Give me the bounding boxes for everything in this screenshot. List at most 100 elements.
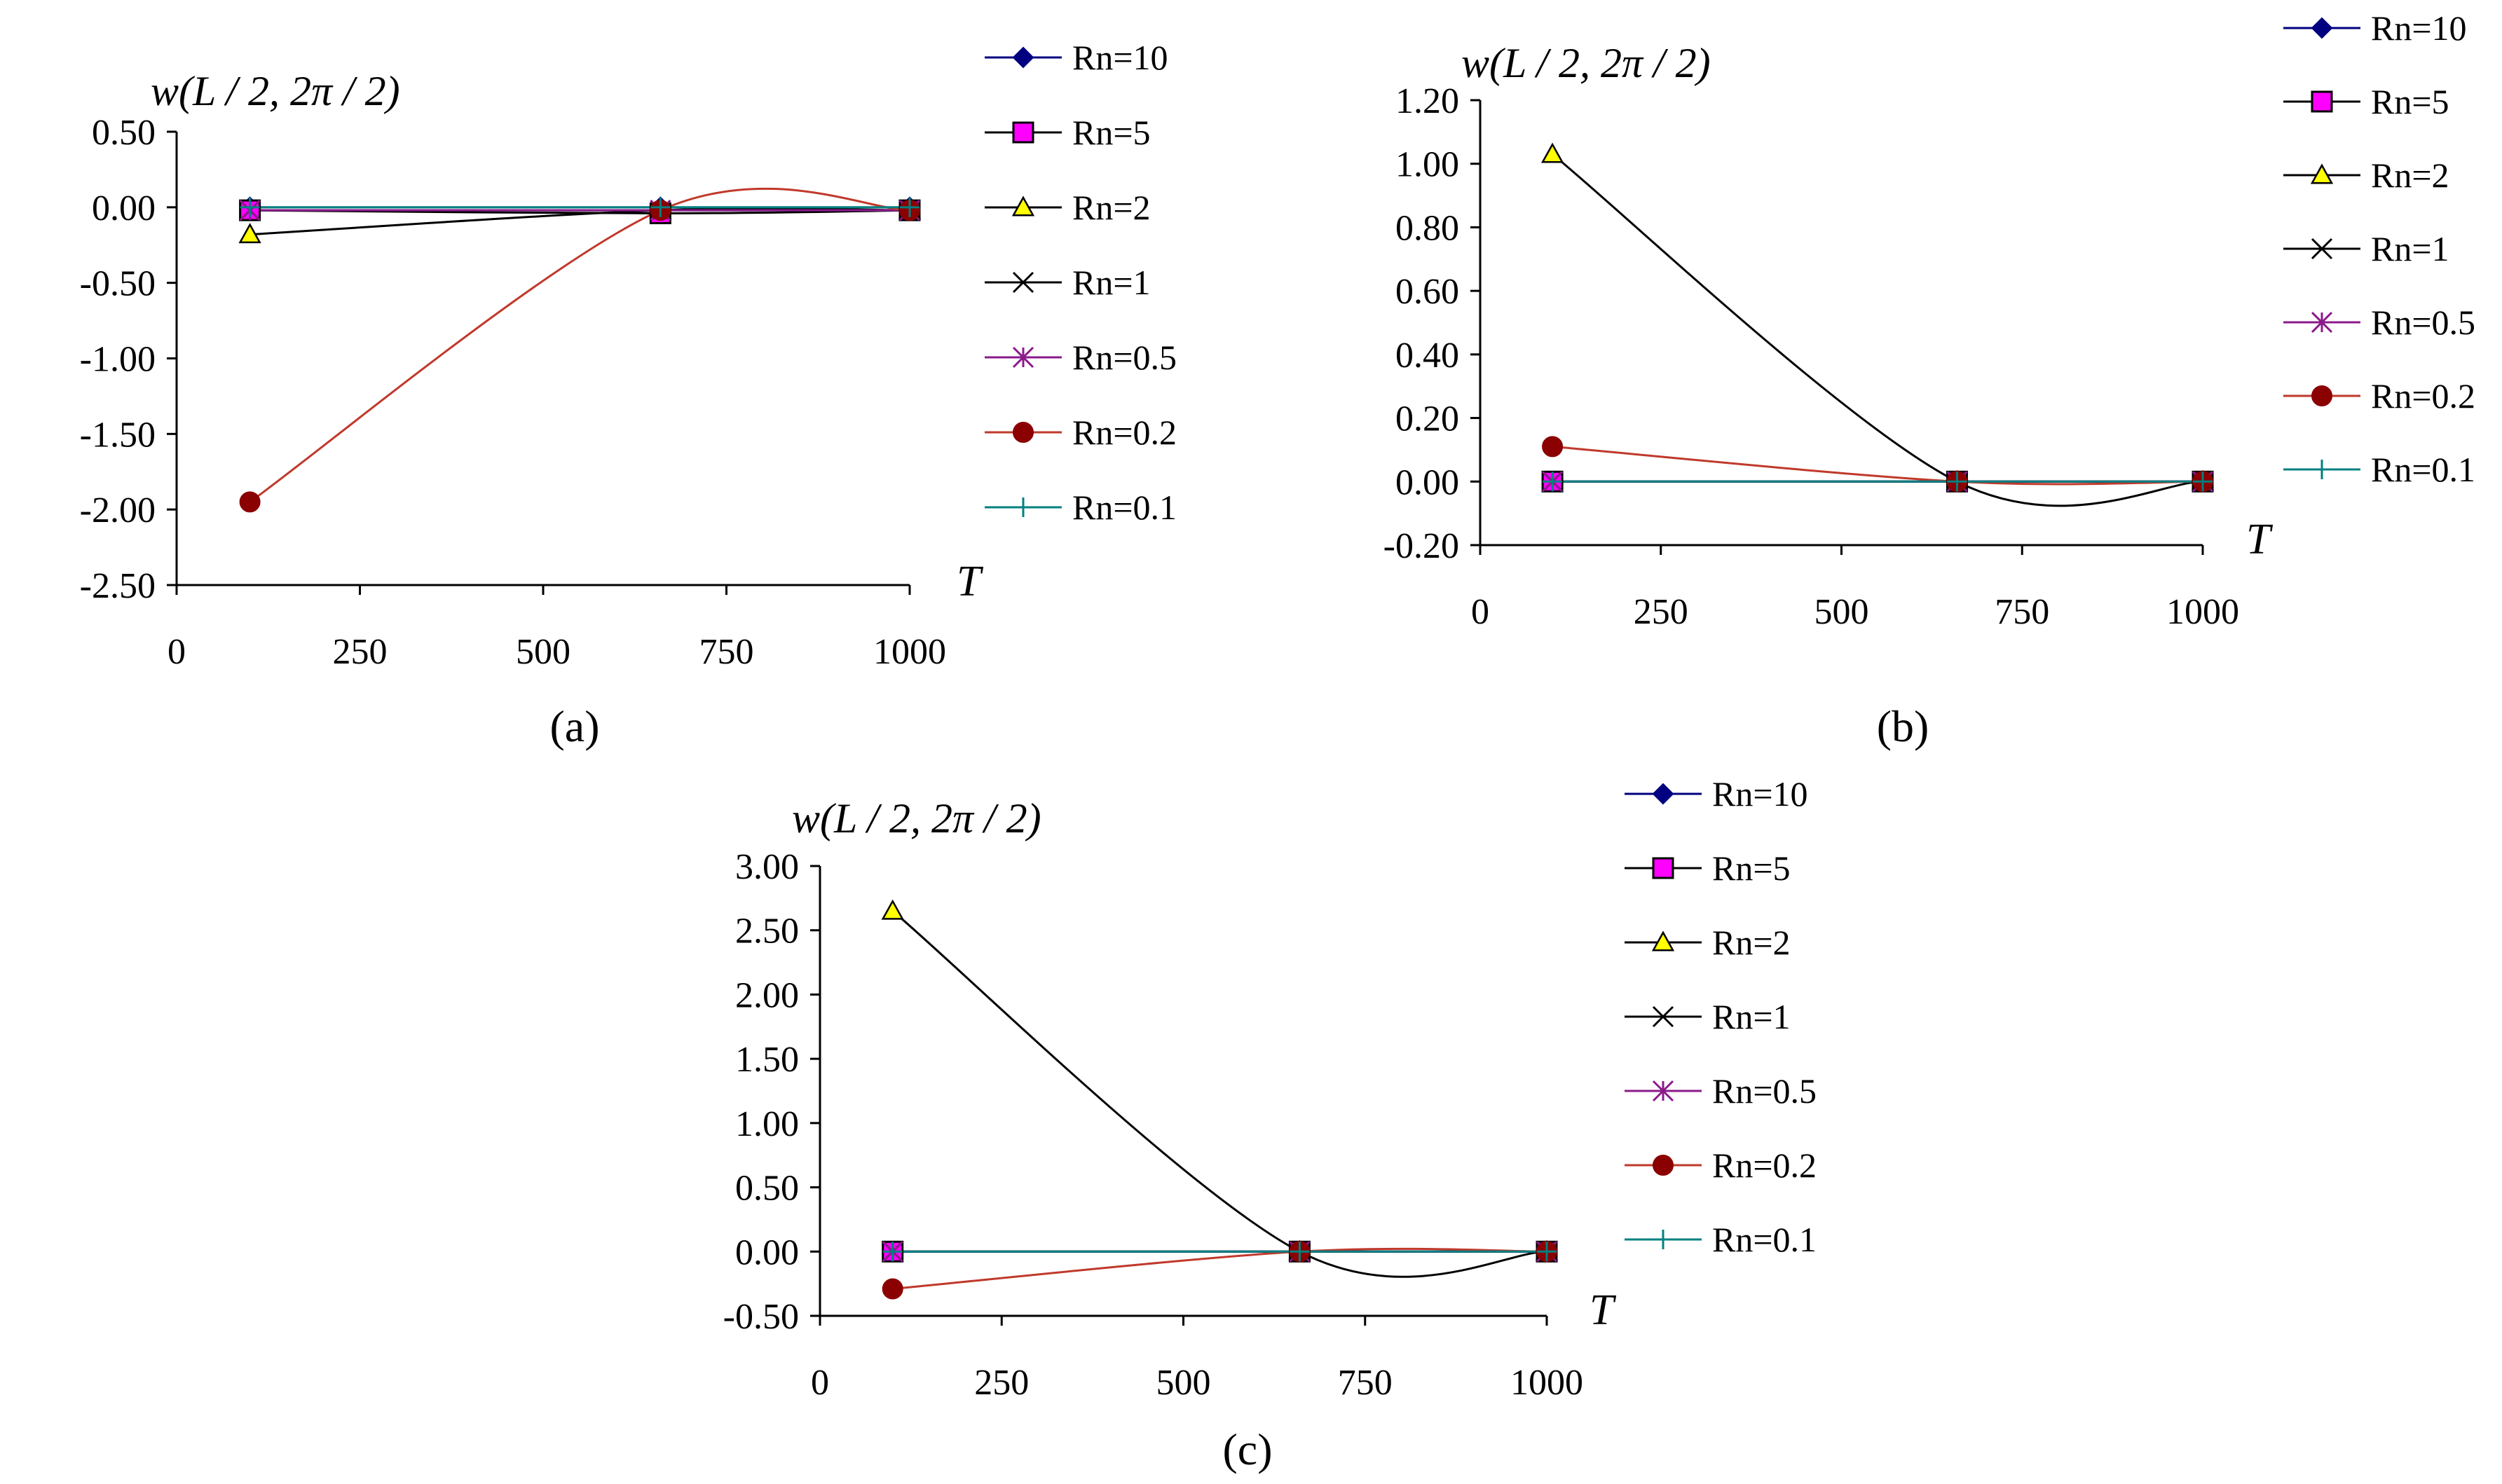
x-axis-label: T: [1590, 1286, 1617, 1334]
legend: Rn=10 Rn=5 Rn=2 Rn=1 Rn=0.5 Rn=0.2 Rn=0.1: [1625, 774, 1817, 1259]
legend-label: Rn=1: [2371, 229, 2449, 268]
x-tick-label: 1000: [2166, 592, 2239, 632]
y-tick-label: 2.00: [735, 975, 799, 1015]
legend-label: Rn=2: [1072, 188, 1151, 227]
data-point-Rn=0.1: [1947, 472, 1967, 492]
legend-label: Rn=0.5: [2371, 303, 2475, 342]
legend-marker-Rn=5: [2311, 90, 2333, 113]
legend-label: Rn=1: [1712, 997, 1791, 1036]
y-tick-label: 0.00: [1395, 462, 1459, 502]
y-tick-label: -0.20: [1383, 526, 1459, 566]
legend: Rn=10 Rn=5 Rn=2 Rn=1 Rn=0.5 Rn=0.2 Rn=0.1: [2283, 8, 2475, 489]
legend-marker-Rn=2: [1651, 930, 1675, 951]
panel-caption: (b): [1877, 701, 1929, 751]
legend-marker-Rn=2: [1011, 195, 1035, 217]
y-tick-label: 0.50: [735, 1169, 799, 1209]
legend-marker-Rn=1: [1012, 271, 1034, 294]
legend-label: Rn=0.2: [1712, 1146, 1817, 1185]
x-tick-label: 750: [699, 632, 754, 672]
legend-label: Rn=0.2: [1072, 413, 1177, 452]
y-tick-label: 1.50: [735, 1040, 799, 1080]
legend-label: Rn=5: [2371, 82, 2449, 121]
series-line-Rn=0.2: [1552, 445, 2203, 486]
series-line-Rn=2: [1552, 153, 2203, 507]
data-point-Rn=0.1: [2193, 472, 2213, 492]
y-axis-label: w(L / 2, 2π / 2): [151, 68, 400, 114]
y-tick-label: -1.50: [80, 415, 156, 455]
legend-label: Rn=10: [1072, 38, 1168, 77]
legend-marker-Rn=0.2: [2311, 385, 2332, 406]
x-tick-label: 750: [1338, 1363, 1393, 1403]
y-tick-label: -0.50: [80, 264, 156, 304]
x-axis-label: T: [2246, 516, 2274, 563]
data-point-Rn=0.1: [1537, 1242, 1557, 1262]
legend-marker-Rn=5: [1652, 857, 1674, 879]
legend-marker-Rn=2: [2310, 163, 2334, 184]
data-point-Rn=2: [238, 223, 261, 244]
chart-1: 1.20 1.00 0.80 0.60 0.40 0.20 0.00 -0.20 0 250 500…: [1383, 8, 2475, 751]
legend-label: Rn=0.2: [2371, 376, 2475, 415]
legend-label: Rn=0.1: [2371, 450, 2475, 489]
legend-marker-Rn=0.2: [1653, 1155, 1674, 1176]
legend-label: Rn=10: [1712, 774, 1808, 813]
y-tick-label: 1.00: [735, 1104, 799, 1144]
legend-marker-Rn=0.5: [2311, 311, 2333, 334]
legend-marker-Rn=5: [1012, 121, 1034, 144]
x-tick-label: 0: [1471, 592, 1489, 632]
legend-marker-Rn=10: [1652, 783, 1674, 805]
chart-2: 3.00 2.50 2.00 1.50 1.00 0.50 0.00 -0.50 0 250 500…: [723, 774, 1817, 1474]
x-tick-label: 250: [1634, 592, 1688, 632]
data-point-Rn=0.2: [1542, 436, 1564, 458]
x-tick-label: 250: [333, 632, 388, 672]
legend-label: Rn=10: [2371, 8, 2467, 48]
legend-marker-Rn=0.1: [1653, 1230, 1673, 1249]
y-tick-label: 3.00: [735, 847, 799, 887]
x-tick-label: 750: [1995, 592, 2049, 632]
legend-label: Rn=5: [1072, 113, 1151, 152]
legend-label: Rn=2: [1712, 923, 1791, 962]
series-line-Rn=0.2: [892, 1247, 1547, 1290]
legend-marker-Rn=0.1: [2312, 460, 2332, 479]
y-tick-label: -0.50: [723, 1297, 799, 1337]
y-axis-label: w(L / 2, 2π / 2): [1461, 40, 1711, 86]
x-tick-label: 1000: [1510, 1363, 1583, 1403]
x-tick-label: 500: [516, 632, 570, 672]
data-point-Rn=0.1: [900, 197, 920, 217]
legend-label: Rn=0.1: [1072, 488, 1177, 527]
legend-label: Rn=0.5: [1712, 1071, 1817, 1111]
legend-label: Rn=5: [1712, 849, 1791, 888]
legend-marker-Rn=10: [1012, 46, 1034, 69]
legend-label: Rn=2: [2371, 156, 2449, 195]
y-tick-label: 0.40: [1395, 336, 1459, 376]
y-tick-label: 1.20: [1395, 81, 1459, 121]
data-point-Rn=2: [1540, 142, 1564, 163]
chart-0: 0.50 0.00 -0.50 -1.00 -1.50 -2.00 -2.50 0 250 500…: [80, 38, 1177, 751]
legend-label: Rn=0.1: [1712, 1220, 1817, 1259]
legend-marker-Rn=1: [1652, 1005, 1674, 1028]
panel-caption: (a): [549, 701, 599, 751]
x-tick-label: 0: [811, 1363, 829, 1403]
data-point-Rn=0.2: [239, 491, 261, 513]
data-point-Rn=0.2: [882, 1278, 903, 1300]
panel-caption: (c): [1222, 1424, 1272, 1474]
data-point-Rn=2: [881, 899, 904, 920]
data-point-Rn=0.1: [1290, 1242, 1310, 1262]
y-tick-label: -2.50: [80, 566, 156, 606]
data-point-Rn=0.1: [240, 197, 260, 217]
x-tick-label: 500: [1156, 1363, 1211, 1403]
y-tick-label: 0.00: [92, 188, 156, 228]
series-line-Rn=0.2: [249, 187, 910, 503]
x-axis-label: T: [957, 558, 984, 605]
series-line-Rn=2: [891, 910, 1547, 1278]
y-tick-label: -2.00: [80, 490, 156, 530]
x-tick-label: 250: [974, 1363, 1029, 1403]
legend-marker-Rn=0.1: [1013, 497, 1033, 517]
legend: Rn=10 Rn=5 Rn=2 Rn=1 Rn=0.5 Rn=0.2 Rn=0.1: [985, 38, 1177, 527]
legend-marker-Rn=0.5: [1012, 346, 1034, 369]
legend-marker-Rn=0.5: [1652, 1080, 1674, 1102]
y-tick-label: 1.00: [1395, 145, 1459, 185]
y-axis-label: w(L / 2, 2π / 2): [792, 795, 1041, 841]
legend-marker-Rn=1: [2311, 238, 2333, 260]
y-tick-label: 0.80: [1395, 208, 1459, 248]
